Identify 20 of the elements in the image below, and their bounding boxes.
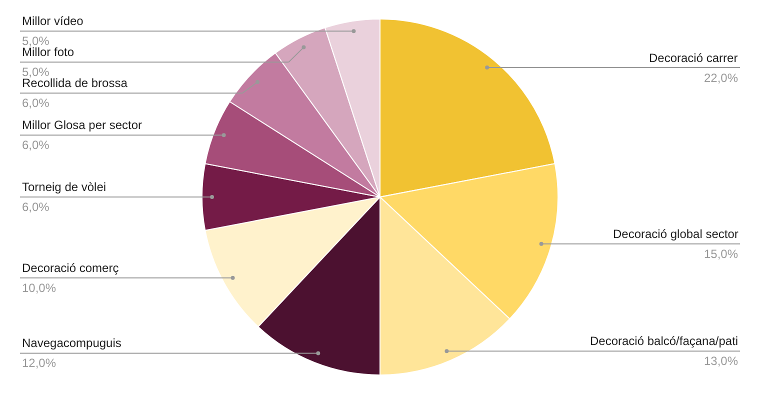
slice-label: Decoració balcó/façana/pati: [590, 334, 738, 348]
slice-label: Torneig de vòlei: [22, 180, 106, 194]
data-label: 6,0%: [22, 96, 50, 110]
slice-label: Millor vídeo: [22, 14, 84, 28]
data-label: 12,0%: [22, 356, 56, 370]
slice-label: Navegacompuguis: [22, 336, 122, 350]
slice-label: Decoració global sector: [613, 227, 738, 241]
data-label: 5,0%: [22, 34, 50, 48]
data-label: 13,0%: [704, 354, 738, 368]
data-label: 6,0%: [22, 138, 50, 152]
slice-label: Decoració comerç: [22, 261, 119, 275]
slice-label: Millor Glosa per sector: [22, 118, 142, 132]
slice-label: Recollida de brossa: [22, 76, 128, 90]
data-label: 22,0%: [704, 71, 738, 85]
data-label: 10,0%: [22, 281, 56, 295]
slice-label: Decoració carrer: [649, 51, 738, 65]
slice-label: Millor foto: [22, 45, 74, 59]
data-label: 6,0%: [22, 200, 50, 214]
data-label: 5,0%: [22, 65, 50, 79]
data-label: 15,0%: [704, 247, 738, 261]
